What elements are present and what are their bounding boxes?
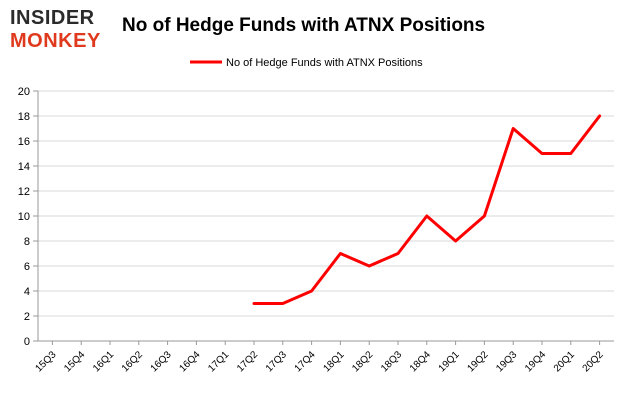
logo: INSIDER MONKEY [10, 7, 101, 52]
x-tick-label: 15Q3 [33, 349, 58, 374]
y-tick-label: 14 [18, 161, 30, 173]
x-tick-label: 16Q4 [177, 349, 202, 374]
x-tick-label: 16Q1 [91, 349, 116, 374]
x-tick-label: 20Q2 [581, 349, 606, 374]
y-tick-label: 16 [18, 136, 30, 148]
logo-line2: MONKEY [10, 30, 101, 52]
series-layer [252, 114, 602, 305]
x-tick-label: 18Q1 [321, 349, 346, 374]
y-tick-label: 20 [18, 86, 30, 98]
chart-title: No of Hedge Funds with ATNX Positions [122, 15, 485, 36]
x-tick-label: 19Q4 [523, 349, 548, 374]
x-tick-label: 18Q3 [379, 349, 404, 374]
y-axis-ticks: 0 2 4 6 8 10 12 14 16 18 20 [18, 86, 38, 348]
y-tick-label: 6 [24, 261, 30, 273]
x-tick-label: 17Q2 [235, 349, 260, 374]
y-tick-label: 2 [24, 311, 30, 323]
x-tick-label: 19Q1 [437, 349, 462, 374]
x-tick-label: 18Q2 [350, 349, 375, 374]
y-tick-label: 4 [24, 286, 30, 298]
x-tick-label: 16Q3 [149, 349, 174, 374]
x-tick-label: 16Q2 [120, 349, 145, 374]
x-tick-label: 20Q1 [552, 349, 577, 374]
logo-line1: INSIDER [10, 7, 95, 29]
x-tick-label: 17Q4 [293, 349, 318, 374]
y-tick-label: 10 [18, 211, 30, 223]
x-tick-label: 17Q3 [264, 349, 289, 374]
x-tick-label: 15Q4 [62, 349, 87, 374]
x-axis-ticks: 15Q3 15Q4 16Q1 16Q2 16Q3 16Q4 17Q1 17Q2 17Q3 17Q4… [33, 341, 606, 374]
legend: No of Hedge Funds with ATNX Positions [190, 57, 423, 69]
x-tick-label: 19Q2 [465, 349, 490, 374]
y-tick-label: 8 [24, 236, 30, 248]
plot-area: 0 2 4 6 8 10 12 14 16 18 20 15Q3 15Q4 16Q1 16Q2 16Q3 16… [18, 86, 614, 374]
series-line [252, 114, 602, 305]
legend-label: No of Hedge Funds with ATNX Positions [226, 57, 423, 69]
y-tick-label: 0 [24, 336, 30, 348]
x-tick-label: 18Q4 [408, 349, 433, 374]
x-tick-label: 19Q3 [494, 349, 519, 374]
y-tick-label: 18 [18, 111, 30, 123]
gridlines [37, 90, 614, 342]
y-tick-label: 12 [18, 186, 30, 198]
x-tick-label: 17Q1 [206, 349, 231, 374]
